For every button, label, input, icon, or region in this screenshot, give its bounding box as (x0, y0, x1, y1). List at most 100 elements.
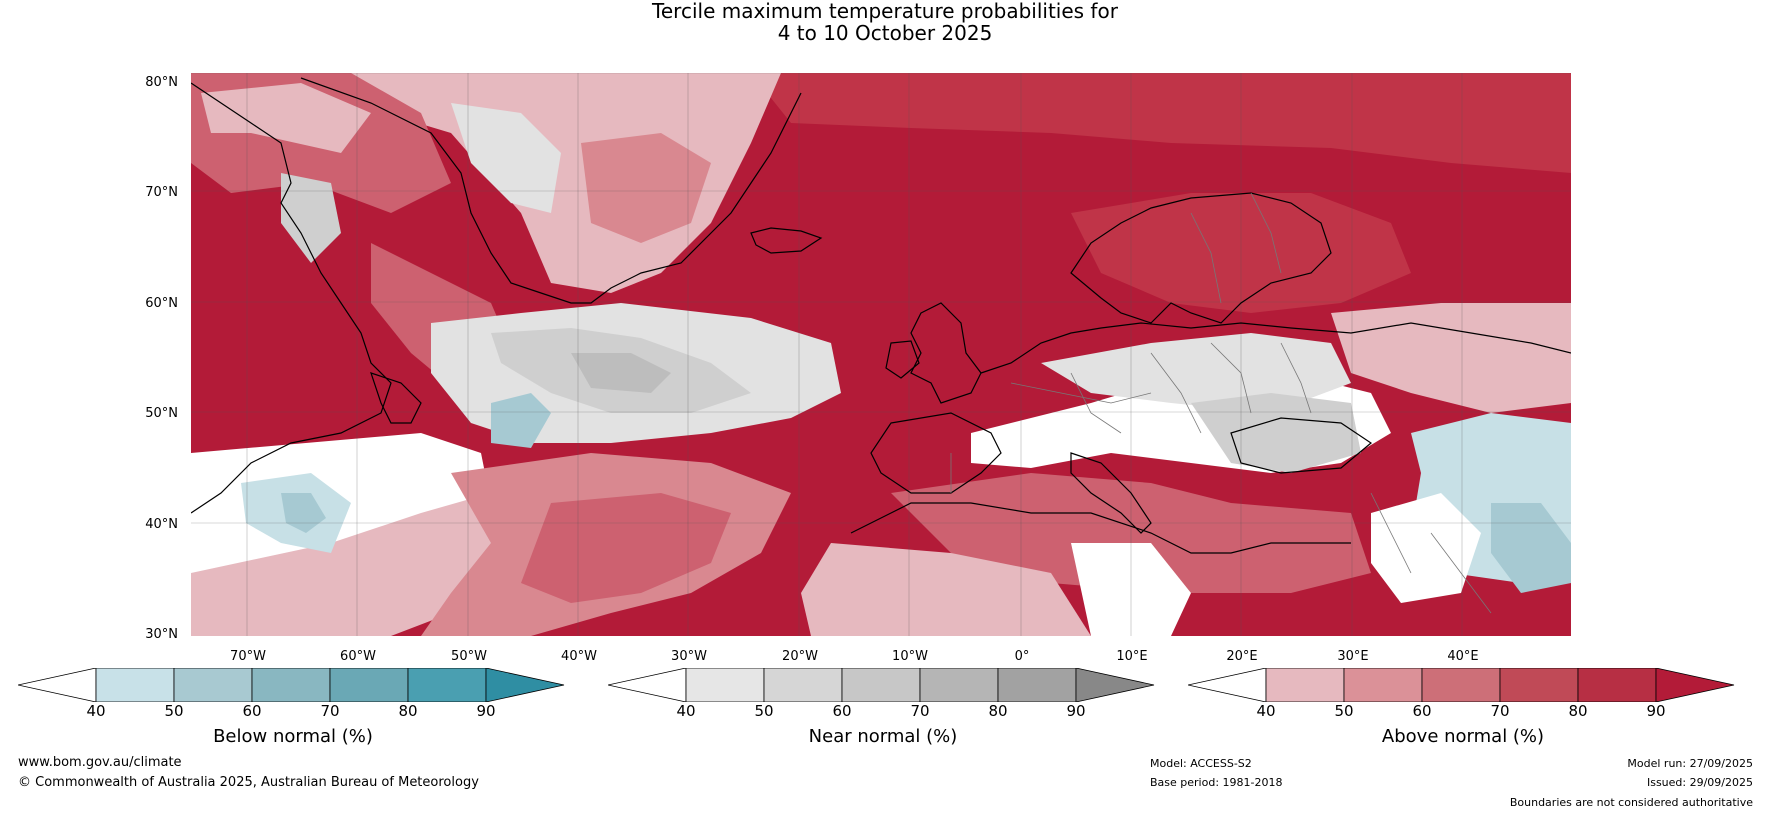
below-region-east-dark (1491, 503, 1571, 593)
coastline-british-isles (910, 302, 982, 404)
coastline-ireland (885, 340, 920, 379)
lat-label-30n: 30°N (145, 627, 178, 642)
colorbar-label-near-normal: Near normal (%) (808, 726, 958, 747)
near-region-atlantic-darker (571, 353, 671, 393)
colorbar-tick-label: 60 (832, 702, 852, 720)
colorbar-segment (685, 668, 765, 702)
above-region-north-africa (801, 543, 1091, 636)
coastline-europe (980, 322, 1571, 374)
white-region-east (1371, 493, 1481, 603)
colorbar-tick-label: 80 (398, 702, 418, 720)
lon-label-40e: 40°E (1447, 649, 1479, 664)
map-title-line-1: Tercile maximum temperature probabilitie… (652, 0, 1118, 23)
model-run-text: Model run: 27/09/2025 (1627, 757, 1753, 770)
colorbar-tick-label: 70 (320, 702, 340, 720)
colorbar-segment (1343, 668, 1423, 702)
colorbar-segment (329, 668, 409, 702)
colorbar-label-below-normal: Below normal (%) (213, 726, 373, 747)
above-region-mediterranean (891, 473, 1371, 593)
above-region-south-atlantic-2 (521, 493, 731, 603)
map-title-line-2: 4 to 10 October 2025 (777, 21, 993, 45)
base-period-text: Base period: 1981-2018 (1150, 776, 1283, 789)
colorbar-segment (173, 668, 253, 702)
lat-label-60n: 60°N (145, 296, 178, 311)
colorbar-tick-label: 80 (1568, 702, 1588, 720)
colorbar-extension-high (1655, 668, 1735, 702)
colorbar-near-normal (608, 668, 1158, 702)
graticule (191, 73, 1571, 636)
lon-label-10w: 10°W (892, 649, 928, 664)
colorbar-tick-label: 70 (1490, 702, 1510, 720)
near-region-baffin (281, 173, 341, 263)
colorbar-extension-high (1075, 668, 1155, 702)
colorbar-tick-label: 90 (1646, 702, 1666, 720)
near-region-east-europe (1191, 393, 1361, 473)
above-region-scandinavia (1071, 193, 1411, 313)
coastline-scandinavia (1070, 192, 1332, 324)
above-region-greenland-inner (581, 133, 711, 243)
colorbar-tick-label: 80 (988, 702, 1008, 720)
colorbar-tick-label: 40 (676, 702, 696, 720)
lat-label-40n: 40°N (145, 517, 178, 532)
colorbar-tick-label: 50 (164, 702, 184, 720)
near-region-europe (1041, 333, 1351, 413)
coastline-north-africa (850, 502, 1351, 554)
coastline-italy (1070, 452, 1152, 534)
coastline-iberia (870, 412, 1002, 494)
colorbar-extension-high (485, 668, 565, 702)
colorbar-tick-label: 50 (754, 702, 774, 720)
below-region-southwest-dark (281, 493, 326, 533)
coastlines (191, 77, 1571, 554)
colorbar-tick-label: 40 (86, 702, 106, 720)
lon-label-30w: 30°W (671, 649, 707, 664)
colorbar-tick-label: 50 (1334, 702, 1354, 720)
colorbar-segment (1265, 668, 1345, 702)
colorbar-tick-label: 90 (476, 702, 496, 720)
colorbar-segment (1421, 668, 1501, 702)
colorbar-tick-label: 70 (910, 702, 930, 720)
colorbar-segment (407, 668, 487, 702)
coastline-newfoundland (370, 372, 422, 424)
lon-label-30e: 30°E (1337, 649, 1369, 664)
colorbar-tick-label: 90 (1066, 702, 1086, 720)
colorbar-above-normal (1188, 668, 1738, 702)
lat-label-70n: 70°N (145, 185, 178, 200)
lat-label-50n: 50°N (145, 406, 178, 421)
colorbar-extension-low (18, 668, 97, 702)
model-text: Model: ACCESS-S2 (1150, 757, 1252, 770)
colorbar-label-above-normal: Above normal (%) (1381, 726, 1545, 747)
colorbar-below-normal (18, 668, 568, 702)
probability-map (191, 73, 1571, 636)
near-region-greenland (451, 103, 561, 213)
colorbar-segment (251, 668, 331, 702)
colorbar-tick-label: 60 (242, 702, 262, 720)
copyright-text: © Commonwealth of Australia 2025, Austra… (18, 775, 479, 790)
issued-text: Issued: 29/09/2025 (1646, 776, 1753, 789)
lon-label-40w: 40°W (561, 649, 597, 664)
colorbar-segment (841, 668, 921, 702)
above-region-east (1331, 303, 1571, 413)
coastline-greenland (300, 77, 802, 304)
colorbar-segment (763, 668, 843, 702)
coastline-black-sea (1230, 417, 1373, 474)
colorbar-extension-low (1188, 668, 1267, 702)
colorbar-tick-label: 40 (1256, 702, 1276, 720)
white-region-north-africa (1071, 543, 1191, 636)
lon-label-10e: 10°E (1116, 649, 1148, 664)
country-borders (950, 192, 1492, 614)
lon-label-70w: 70°W (230, 649, 266, 664)
lon-label-60w: 60°W (340, 649, 376, 664)
lat-label-80n: 80°N (145, 75, 178, 90)
colorbar-segment (919, 668, 999, 702)
colorbar-segment (1577, 668, 1657, 702)
website-link[interactable]: www.bom.gov.au/climate (18, 755, 182, 770)
colorbar-segment (997, 668, 1077, 702)
coastline-canada (191, 82, 392, 514)
above-region-north-atlantic (191, 73, 1571, 173)
lon-label-50w: 50°W (451, 649, 487, 664)
coastline-iceland (750, 227, 823, 254)
colorbar-segment (95, 668, 175, 702)
near-region-canadian-arctic (201, 83, 371, 153)
disclaimer-text: Boundaries are not considered authoritat… (1509, 796, 1753, 809)
lon-label-20e: 20°E (1226, 649, 1258, 664)
